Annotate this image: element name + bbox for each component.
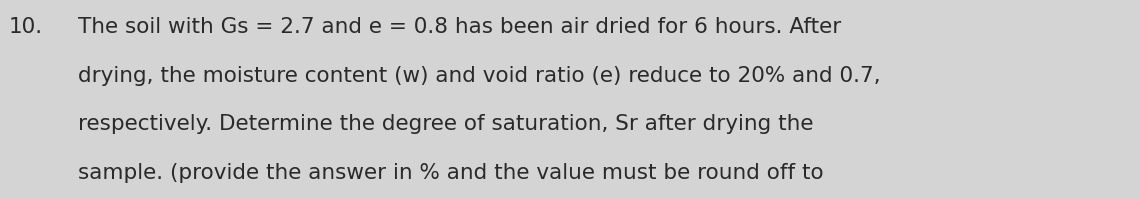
Text: sample. (provide the answer in % and the value must be round off to: sample. (provide the answer in % and the…	[78, 163, 823, 183]
Text: The soil with Gs = 2.7 and e = 0.8 has been air dried for 6 hours. After: The soil with Gs = 2.7 and e = 0.8 has b…	[78, 17, 841, 37]
Text: drying, the moisture content (w) and void ratio (e) reduce to 20% and 0.7,: drying, the moisture content (w) and voi…	[78, 66, 880, 86]
Text: 10.: 10.	[9, 17, 43, 37]
Text: respectively. Determine the degree of saturation, Sr after drying the: respectively. Determine the degree of sa…	[78, 114, 813, 134]
